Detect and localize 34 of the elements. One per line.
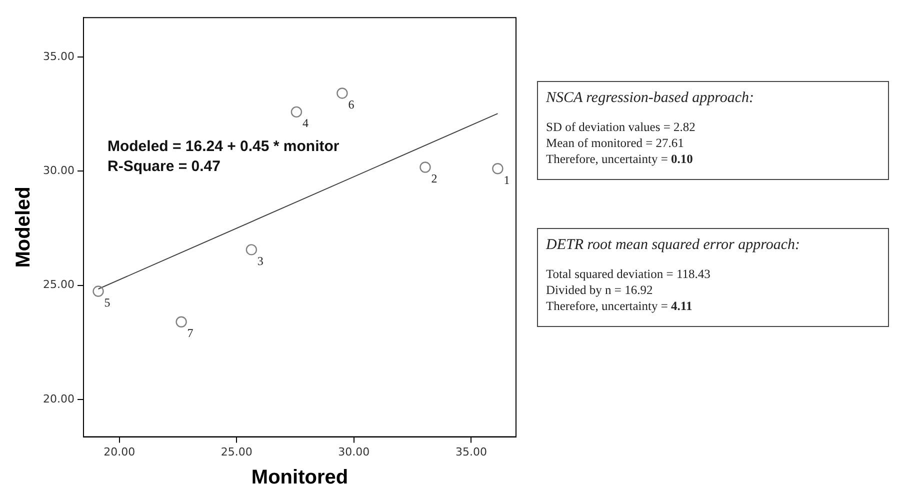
x-axis-title: Monitored (251, 466, 348, 489)
x-tick-label: 35.00 (455, 445, 487, 458)
text: DETR root mean squared error approach: (546, 237, 802, 254)
y-axis-title: Modeled (12, 186, 35, 268)
annotation: 2 (431, 171, 438, 186)
annotation: 7 (187, 326, 194, 340)
annotation: 6 (348, 97, 354, 112)
text: NSCA regression-based approach: (546, 90, 756, 107)
annotation: 5 (104, 295, 110, 310)
text: Therefore, uncertainty = 4.11 (546, 299, 692, 313)
point (290, 106, 302, 118)
point (176, 316, 187, 328)
annotation: 1 (504, 172, 510, 187)
annotation: 4 (302, 116, 308, 130)
y-tick-label: 25.00 (42, 278, 74, 292)
y-tick-label: 35.00 (42, 50, 74, 63)
text: Mean of monitored = 27.61 (546, 136, 684, 150)
annotation: Modeled = 16.24 + 0.45 * monitor (107, 138, 340, 156)
text: Divided by n = 16.92 (546, 283, 653, 297)
point (420, 162, 431, 173)
text: Therefore, uncertainty = 0.10 (546, 152, 693, 166)
point (336, 88, 348, 99)
text: SD of deviation values = 2.82 (546, 120, 696, 134)
x-tick-label: 20.00 (104, 445, 136, 458)
annotation: R-Square = 0.47 (107, 158, 220, 176)
text: Total squared deviation = 118.43 (546, 267, 710, 281)
x-tick-label: 25.00 (220, 445, 252, 458)
x-tick-label: 30.00 (338, 445, 370, 458)
point (92, 286, 104, 297)
y-tick-label: 30.00 (42, 164, 74, 177)
annotation: 3 (257, 254, 264, 268)
point (492, 163, 504, 174)
point (246, 244, 258, 256)
y-tick-label: 20.00 (42, 392, 74, 406)
